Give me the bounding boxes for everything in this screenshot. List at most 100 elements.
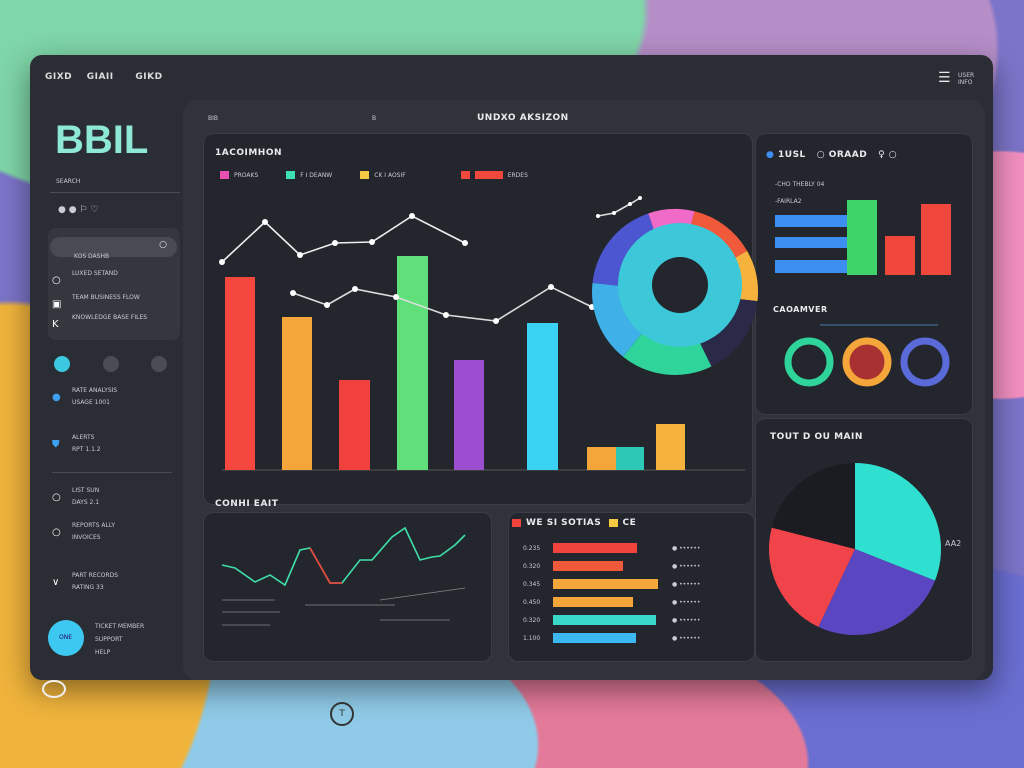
right-title-1: 1USL (778, 150, 806, 160)
data-point (332, 240, 338, 246)
sidebar-subtitle: SEARCH (56, 178, 81, 185)
search-input[interactable]: KOS DASHB ○ (50, 237, 177, 260)
list-row-value: ● •••••• (672, 581, 701, 588)
t-icon[interactable]: T (330, 702, 354, 726)
list-row-value: ● •••••• (672, 545, 701, 552)
trend-down-segment (309, 547, 342, 584)
data-point (352, 286, 358, 292)
ring (784, 337, 834, 387)
line-series (221, 215, 466, 263)
data-point (324, 302, 330, 308)
main-chart-title: 1ACOIMHON (215, 148, 283, 158)
trend-card (203, 512, 492, 662)
panel-title: UNDXO AKSIZON (477, 113, 569, 123)
sidebar-item[interactable]: ○ LIST SUN DAYS 2.1 (52, 487, 100, 506)
donut-hole (652, 257, 708, 313)
pin-icon[interactable] (103, 356, 119, 372)
circle-icon: ○ (52, 492, 61, 503)
nav-item[interactable]: GIKD (135, 72, 163, 82)
circle-icon (42, 680, 66, 698)
ring (842, 337, 892, 387)
sidebar-icons[interactable]: ● ● ⚐ ♡ (58, 205, 99, 215)
shield-icon: ⛊ (52, 439, 60, 450)
ring (900, 337, 950, 387)
divider (52, 472, 172, 473)
sidebar-item[interactable]: ∨ PART RECORDS RATING 33 (52, 572, 119, 591)
bar (339, 380, 370, 470)
data-point (369, 239, 375, 245)
bar (616, 447, 644, 470)
data-point (262, 219, 268, 225)
x-icon[interactable] (151, 356, 167, 372)
bar (225, 277, 255, 470)
list-row-label: 0.345 (523, 581, 541, 588)
vbar (847, 200, 877, 275)
bar (454, 360, 484, 470)
sidebar-item[interactable]: ○ REPORTS ALLY INVOICES (52, 522, 116, 541)
data-point (596, 214, 600, 218)
avatar[interactable]: ONE (48, 620, 84, 656)
pie-title: TOUT D OU MAIN (770, 432, 863, 442)
list-bar (553, 597, 633, 607)
right-sub-1: -CHO THEBLY 04 (775, 181, 825, 188)
data-point (612, 211, 616, 215)
list-row-label: 0.235 (523, 545, 541, 552)
right-section-title: CAOAMVER (773, 305, 828, 314)
sidebar-item[interactable]: ⛊ ALERTS RPT 1.1.2 (52, 434, 101, 453)
list-row-label: 0.320 (523, 617, 541, 624)
hbar (775, 260, 865, 273)
legend-item: PROAKS (220, 171, 258, 179)
legend-item: CK I AOSIF (360, 171, 406, 179)
data-point (219, 259, 225, 265)
nav-item[interactable]: GIXD (45, 72, 73, 82)
list-row-label: 0.320 (523, 563, 541, 570)
hbar (775, 237, 855, 248)
bar (282, 317, 312, 470)
user-info-label: USER INFO (958, 72, 975, 86)
k-icon: K (52, 319, 59, 330)
bar (587, 447, 616, 470)
sidebar-item[interactable]: ○ LUXED SETAND (52, 270, 118, 286)
pie-label: AA2 (945, 539, 962, 548)
printer-icon: ▣ (52, 299, 62, 310)
right-title-2: ORAAD (828, 150, 868, 160)
vbar (885, 236, 915, 275)
trend-title: CONHI EAIT (215, 499, 279, 509)
list-bar (553, 579, 658, 589)
sidebar-footer: TICKET MEMBER SUPPORT HELP (95, 623, 145, 656)
list-row-value: ● •••••• (672, 617, 701, 624)
sidebar-item[interactable]: ● RATE ANALYSIS USAGE 1001 (52, 387, 118, 406)
annotation-line (379, 587, 466, 601)
pie-slice (771, 463, 855, 549)
list-row-label: 0.450 (523, 599, 541, 606)
list-row-value: ● •••••• (672, 635, 701, 642)
sidebar-item[interactable]: ▣ TEAM BUSINESS FLOW (52, 294, 140, 310)
circle-icon: ○ (52, 275, 61, 286)
list-bar (553, 615, 656, 625)
list-row-value: ● •••••• (672, 563, 701, 570)
list-bar (553, 543, 637, 553)
mini-line (597, 197, 641, 217)
data-point (493, 318, 499, 324)
tab-mid[interactable]: B (372, 115, 377, 122)
tab-left[interactable]: BIB (208, 115, 219, 122)
nav-item[interactable]: GIAII (86, 72, 114, 82)
data-point (290, 290, 296, 296)
bar (397, 256, 428, 470)
data-point (638, 196, 642, 200)
line-series (292, 286, 593, 322)
chevron-down-icon: ∨ (52, 577, 60, 588)
legend-item: ERDES (460, 171, 528, 179)
dropbox-icon[interactable] (54, 356, 70, 372)
data-point (393, 294, 399, 300)
menu-icon[interactable]: ☰ (938, 70, 951, 86)
list-title: WE SI SOTIAS (526, 518, 602, 528)
legend-item: F I DEANW (286, 171, 332, 179)
circle-icon: ○ (52, 527, 61, 538)
divider (50, 192, 180, 193)
sidebar-item[interactable]: K KNOWLEDGE BASE FILES (52, 314, 148, 330)
trend-line (221, 526, 466, 587)
data-point (409, 213, 415, 219)
right-sub-2: -FAIRLA2 (775, 198, 802, 205)
